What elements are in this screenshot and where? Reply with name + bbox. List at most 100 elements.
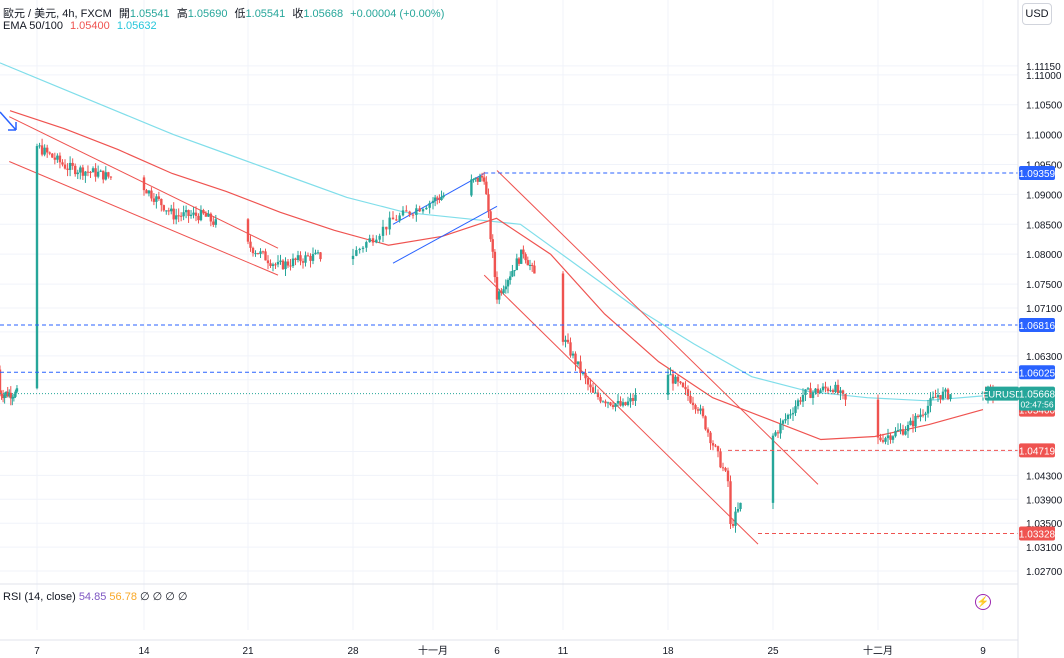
candle-body: [0, 369, 2, 394]
candle-body: [425, 207, 428, 210]
price-levels[interactable]: [0, 172, 1018, 534]
candle-body: [9, 392, 12, 399]
rising-channel-lower[interactable]: [392, 205, 498, 264]
candle-body: [428, 202, 431, 208]
candle-body: [581, 372, 585, 374]
candle-body: [699, 408, 702, 411]
candle-body: [899, 429, 902, 431]
candle-body: [669, 374, 672, 376]
time-tick-label: 6: [494, 646, 500, 657]
candle-body: [826, 388, 830, 392]
candle-body: [794, 406, 797, 413]
high-label: 高: [176, 8, 188, 20]
candle-body: [881, 440, 885, 442]
candle-body: [408, 211, 411, 215]
candle-body: [924, 413, 927, 415]
candle-body: [361, 247, 365, 249]
candle-body: [926, 405, 930, 414]
candle-body: [284, 261, 287, 270]
candle-body: [711, 443, 715, 446]
price-marker: 1.06025: [1019, 365, 1056, 380]
price-marker-label: 1.06025: [1019, 368, 1056, 379]
candle-body: [816, 388, 820, 394]
candle-body: [107, 172, 110, 177]
candle-body: [160, 198, 163, 206]
price-tick-label: 1.04300: [1026, 471, 1063, 482]
candle-body: [368, 238, 371, 243]
rsi-value: 54.85: [78, 591, 107, 603]
candle-body: [779, 423, 782, 434]
candle-body: [584, 372, 587, 379]
candle-body: [187, 210, 190, 216]
channel-upper-2[interactable]: [496, 170, 819, 485]
candle-body: [919, 414, 922, 418]
candle-body: [296, 255, 300, 260]
candle-body: [791, 412, 795, 415]
candle-body: [806, 388, 810, 390]
candle-body: [167, 210, 170, 212]
candle-body: [946, 389, 950, 400]
candle-body: [174, 215, 178, 220]
candle-body: [311, 254, 315, 261]
candle-body: [834, 384, 837, 392]
candle-body: [513, 270, 516, 272]
candle-body: [150, 190, 153, 199]
candle-body: [96, 171, 100, 177]
candle-body: [74, 165, 77, 175]
candle-body: [569, 342, 572, 356]
candle-body: [11, 397, 14, 399]
candle-body: [289, 265, 292, 267]
channel-lower-2[interactable]: [483, 274, 759, 545]
candle-body: [91, 168, 95, 173]
candle-body: [624, 402, 627, 405]
candle-body: [415, 208, 418, 216]
last-price-label: 1.05668: [1019, 390, 1056, 401]
candle-body: [674, 376, 677, 384]
price-axis[interactable]: 1.111501.110001.105001.100001.095001.090…: [1017, 0, 1063, 658]
symbol-title[interactable]: 歐元 / 美元, 4h, FXCM: [3, 8, 112, 20]
candle-body: [894, 430, 897, 437]
candle-body: [157, 196, 161, 199]
candle-body: [626, 401, 630, 405]
candle-body: [929, 398, 932, 406]
channel-lower-1[interactable]: [9, 161, 279, 276]
candle-body: [286, 261, 290, 266]
currency-button[interactable]: USD: [1022, 3, 1052, 25]
candle-body: [291, 258, 295, 267]
candle-body: [696, 409, 700, 411]
candle-body: [629, 398, 632, 402]
lightning-icon[interactable]: ⚡: [975, 594, 991, 610]
candle-body: [879, 437, 882, 441]
candle-body: [0, 393, 3, 397]
time-tick-label: 11: [558, 646, 569, 657]
candle-body: [155, 196, 158, 202]
ema50-value: 1.05400: [70, 20, 110, 32]
candle-body: [614, 403, 617, 408]
candle-body: [43, 147, 46, 155]
time-tick-label: 十一月: [418, 644, 448, 657]
trendline-drawings[interactable]: [0, 111, 819, 545]
time-axis[interactable]: 7 14 21 28 十一月 6 11 18 25 十二月 9: [0, 639, 1018, 657]
candle-body: [781, 420, 785, 424]
candle-body: [170, 208, 173, 212]
candle-body: [493, 251, 497, 278]
candle-body: [616, 400, 620, 404]
candle-body: [829, 390, 832, 392]
rsi-ma-value: 56.78: [109, 591, 137, 603]
candle-body: [438, 198, 441, 201]
candle-body: [594, 392, 597, 394]
rsi-legend[interactable]: RSI (14, close) 54.85 56.78 ∅ ∅ ∅ ∅: [3, 590, 188, 603]
candle-body: [524, 254, 527, 261]
candle-body: [591, 387, 595, 393]
candle-body: [944, 389, 947, 392]
candle-body: [378, 235, 381, 240]
candle-body: [207, 213, 210, 217]
ema-legend[interactable]: EMA 50/100 1.05400 1.05632: [3, 20, 161, 32]
candle-body: [385, 226, 388, 230]
candle-body: [498, 291, 501, 300]
candle-body: [391, 217, 395, 220]
symbol-tag: EURUSD: [982, 386, 1022, 401]
candle-body: [601, 401, 605, 403]
